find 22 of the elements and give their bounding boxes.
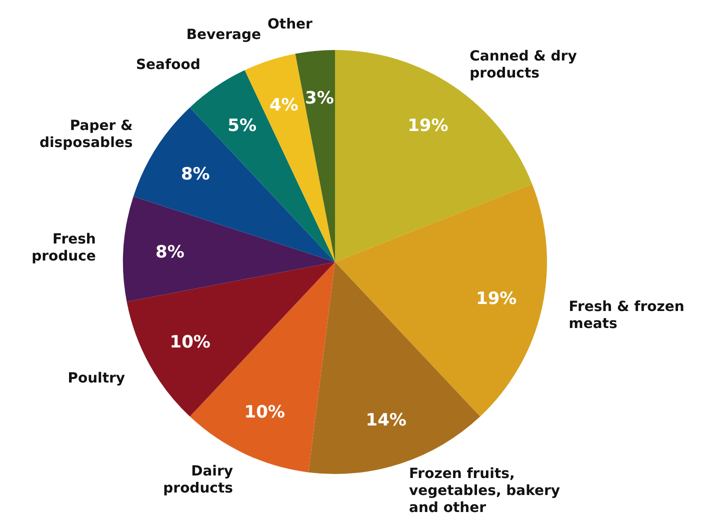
slice-label: Beverage: [186, 27, 261, 44]
slice-label: Poultry: [68, 370, 126, 386]
data-label: 4%: [269, 96, 298, 116]
pie-slice: [123, 196, 335, 302]
slice-label: Dairy products: [163, 463, 233, 496]
data-label: 8%: [156, 242, 184, 263]
slice-label: Fresh produce: [32, 231, 96, 264]
slice-label: Paper & disposables: [40, 118, 133, 152]
slice-label: Other: [267, 16, 313, 33]
data-label: 3%: [305, 88, 334, 108]
slice-label: Canned & dry products: [470, 48, 577, 82]
slice-label: Fresh & frozen meats: [568, 298, 684, 332]
data-label: 8%: [180, 164, 210, 184]
data-label: 19%: [408, 116, 448, 136]
data-label: 10%: [244, 402, 285, 423]
slice-label: Seafood: [136, 56, 200, 73]
data-label: 19%: [476, 289, 517, 310]
slice-label: Frozen fruits, vegetables, bakery and other: [409, 466, 560, 516]
data-label: 10%: [170, 332, 210, 353]
data-label: 14%: [366, 410, 406, 430]
data-label: 5%: [228, 116, 256, 136]
pie-slice: [126, 262, 335, 417]
